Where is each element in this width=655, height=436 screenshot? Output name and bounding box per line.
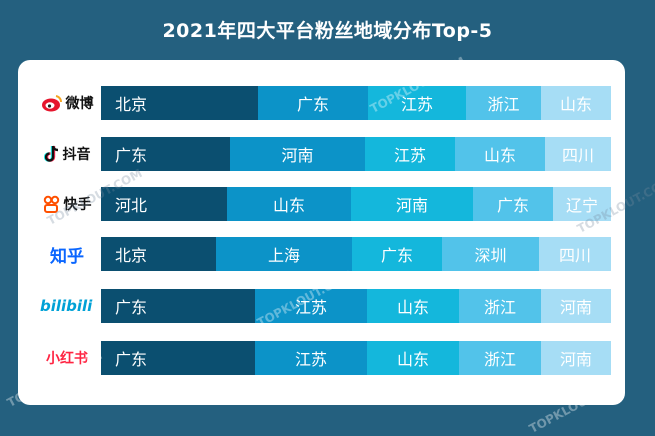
- bar-segment-top4: 深圳: [442, 237, 539, 271]
- stacked-bar: 北京 广东 江苏 浙江 山东: [101, 86, 611, 120]
- platform-name: 快手: [63, 197, 92, 213]
- bar-segment-top4: 浙江: [459, 289, 541, 323]
- stacked-bar: 广东 江苏 山东 浙江 河南: [101, 289, 611, 323]
- bar-segment-top1: 广东: [101, 341, 255, 375]
- bar-segment-top2: 江苏: [255, 341, 367, 375]
- bilibili-icon: bilibili: [34, 289, 100, 323]
- bar-segment-top1: 广东: [101, 289, 255, 323]
- bar-segment-top2: 江苏: [255, 289, 367, 323]
- bar-segment-top4: 广东: [473, 187, 553, 221]
- bar-segment-top3: 河南: [351, 187, 473, 221]
- bar-segment-top3: 江苏: [365, 137, 455, 171]
- stacked-bar: 广东 河南 江苏 山东 四川: [101, 137, 611, 171]
- xiaohongshu-icon: 小红书: [34, 341, 100, 375]
- platform-name: 抖音: [62, 147, 91, 163]
- platform-name: 知乎: [50, 246, 84, 267]
- platform-row: 微博 北京 广东 江苏 浙江 山东: [18, 86, 625, 120]
- platform-name: 微博: [65, 96, 94, 112]
- bar-segment-top2: 河南: [230, 137, 365, 171]
- stacked-bar: 河北 山东 河南 广东 辽宁: [101, 187, 611, 221]
- bar-segment-top1: 北京: [101, 86, 258, 120]
- bar-segment-top2: 上海: [216, 237, 352, 271]
- douyin-icon: 抖音: [34, 137, 100, 171]
- bar-segment-top5: 河南: [541, 289, 611, 323]
- zhihu-icon: 知乎: [34, 237, 100, 271]
- svg-text:bilibili: bilibili: [40, 297, 93, 315]
- bar-segment-top3: 广东: [352, 237, 442, 271]
- bar-segment-top3: 山东: [367, 341, 459, 375]
- bar-segment-top2: 广东: [258, 86, 368, 120]
- bar-segment-top3: 江苏: [368, 86, 466, 120]
- bar-segment-top5: 四川: [539, 237, 611, 271]
- bar-segment-top4: 浙江: [459, 341, 541, 375]
- bar-segment-top5: 河南: [541, 341, 611, 375]
- bar-segment-top5: 山东: [541, 86, 611, 120]
- chart-card: 微博 北京 广东 江苏 浙江 山东 抖音 广东 河南 江苏 山东 四川 快手 河北 山东 河南 广东 辽宁 知乎 北京…: [18, 60, 625, 405]
- bar-segment-top4: 浙江: [466, 86, 541, 120]
- bar-segment-top4: 山东: [455, 137, 545, 171]
- stacked-bar: 广东 江苏 山东 浙江 河南: [101, 341, 611, 375]
- bar-segment-top1: 北京: [101, 237, 216, 271]
- stacked-bar: 北京 上海 广东 深圳 四川: [101, 237, 611, 271]
- platform-row: 知乎 北京 上海 广东 深圳 四川: [18, 237, 625, 271]
- bar-segment-top5: 辽宁: [553, 187, 611, 221]
- platform-row: bilibili 广东 江苏 山东 浙江 河南: [18, 289, 625, 323]
- bar-segment-top1: 河北: [101, 187, 227, 221]
- platform-name: 小红书: [46, 351, 88, 367]
- chart-title: 2021年四大平台粉丝地域分布Top-5: [162, 20, 493, 42]
- platform-row: 小红书 广东 江苏 山东 浙江 河南: [18, 341, 625, 375]
- bar-segment-top2: 山东: [227, 187, 351, 221]
- bar-segment-top1: 广东: [101, 137, 230, 171]
- weibo-icon: 微博: [34, 86, 100, 120]
- kuaishou-icon: 快手: [34, 187, 100, 221]
- bar-segment-top3: 山东: [367, 289, 459, 323]
- platform-row: 快手 河北 山东 河南 广东 辽宁: [18, 187, 625, 221]
- platform-row: 抖音 广东 河南 江苏 山东 四川: [18, 137, 625, 171]
- bar-segment-top5: 四川: [545, 137, 611, 171]
